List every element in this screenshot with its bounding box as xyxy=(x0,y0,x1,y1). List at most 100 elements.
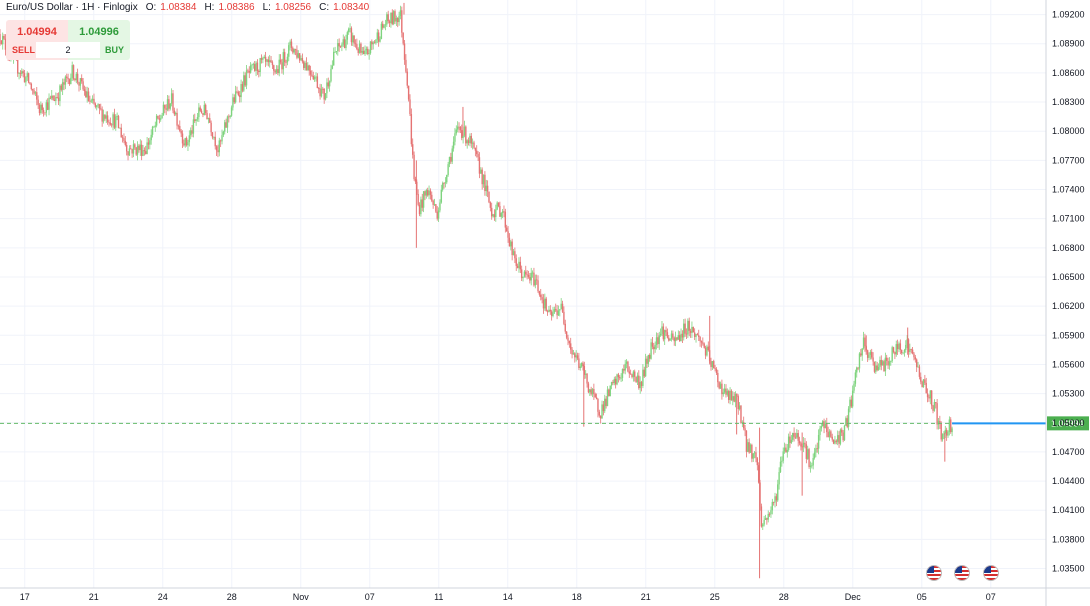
candle-body xyxy=(835,440,838,442)
quantity-input[interactable]: 2 xyxy=(36,42,100,58)
candle-body xyxy=(873,361,876,372)
candle-body xyxy=(341,44,343,47)
candle-body xyxy=(270,60,272,63)
candle-body xyxy=(941,434,944,440)
candle-body xyxy=(256,62,259,71)
candle-body xyxy=(527,274,530,277)
candle-body xyxy=(520,269,523,279)
candle-body xyxy=(46,102,49,110)
candle-body xyxy=(322,88,324,90)
candle-body xyxy=(441,183,444,190)
candle-body xyxy=(89,100,91,102)
candle-body xyxy=(102,114,105,122)
candle-body xyxy=(121,137,124,139)
candle-body xyxy=(760,506,763,527)
candle-body xyxy=(383,25,385,28)
candle-body xyxy=(586,373,588,384)
candle-body xyxy=(804,442,806,445)
candle-body xyxy=(504,211,507,228)
candle-body xyxy=(372,42,374,45)
y-tick-label: 1.05300 xyxy=(1052,389,1085,399)
candle-body xyxy=(192,119,195,134)
candle-body xyxy=(511,241,513,256)
candle-body xyxy=(610,382,613,386)
candle-body xyxy=(654,344,656,350)
candle-body xyxy=(266,59,268,62)
candle-body xyxy=(267,59,270,63)
y-tick-label: 1.05600 xyxy=(1052,359,1085,369)
candle-body xyxy=(516,265,519,269)
candle-body xyxy=(138,145,140,151)
candle-body xyxy=(342,39,344,45)
candle-body xyxy=(447,164,449,176)
candle-body xyxy=(44,112,46,114)
candle-body xyxy=(145,151,147,154)
candle-body xyxy=(29,82,31,84)
chart-legend: Euro/US Dollar · 1H · Finlogix O: 1.0838… xyxy=(6,2,369,13)
candle-body xyxy=(619,377,621,379)
candle-body xyxy=(200,110,203,114)
us-flag-icon[interactable] xyxy=(926,565,942,581)
candle-body xyxy=(452,141,455,149)
candle-body xyxy=(503,211,505,213)
candle-body xyxy=(142,150,144,156)
candle-body xyxy=(693,332,696,337)
candle-body xyxy=(120,127,122,138)
candle-body xyxy=(602,404,605,412)
us-flag-icon[interactable] xyxy=(983,565,999,581)
x-tick-label: 17 xyxy=(20,592,30,602)
candle-body xyxy=(640,381,643,386)
candle-body xyxy=(181,133,184,144)
candle-body xyxy=(914,357,917,360)
candle-body xyxy=(594,394,596,398)
candle-body xyxy=(465,126,467,144)
candle-body xyxy=(297,53,299,58)
us-flag-icon[interactable] xyxy=(954,565,970,581)
candle-body xyxy=(60,85,62,90)
candle-body xyxy=(301,58,304,62)
candle-body xyxy=(202,113,204,115)
candle-body xyxy=(496,202,498,210)
candle-body xyxy=(354,43,357,45)
open-label: O: xyxy=(145,2,157,13)
candle-body xyxy=(876,365,878,371)
candle-body xyxy=(349,28,351,30)
x-tick-label: 05 xyxy=(917,592,927,602)
candle-body xyxy=(421,199,423,208)
candle-body xyxy=(644,358,647,377)
candle-body xyxy=(154,125,156,127)
candle-body xyxy=(948,419,951,432)
candle-body xyxy=(252,64,255,65)
candle-body xyxy=(401,10,403,33)
candle-body xyxy=(670,333,673,340)
candle-body xyxy=(740,405,742,423)
x-tick-label: 07 xyxy=(365,592,375,602)
candle-body xyxy=(723,388,726,393)
candle-body xyxy=(936,403,938,425)
candle-body xyxy=(529,276,531,281)
candle-body xyxy=(330,68,332,82)
candle-body xyxy=(290,41,293,48)
candle-body xyxy=(232,97,234,108)
candle-body xyxy=(525,271,527,275)
candle-body xyxy=(368,53,370,55)
candle-body xyxy=(887,360,889,366)
candle-body xyxy=(677,335,680,340)
candle-body xyxy=(241,84,244,91)
candle-body xyxy=(34,92,37,94)
candle-body xyxy=(830,431,832,437)
candle-body xyxy=(403,43,406,60)
x-tick-label: 07 xyxy=(986,592,996,602)
candle-body xyxy=(561,303,564,312)
candle-body xyxy=(379,38,381,42)
candle-body xyxy=(308,65,310,71)
candle-body xyxy=(943,433,945,435)
candle-body xyxy=(331,65,334,69)
candle-body xyxy=(188,135,191,143)
candle-body xyxy=(816,448,818,450)
candle-body xyxy=(135,147,137,155)
y-tick-label: 1.07100 xyxy=(1052,214,1085,224)
candle-body xyxy=(185,137,188,146)
candle-body xyxy=(896,344,899,350)
